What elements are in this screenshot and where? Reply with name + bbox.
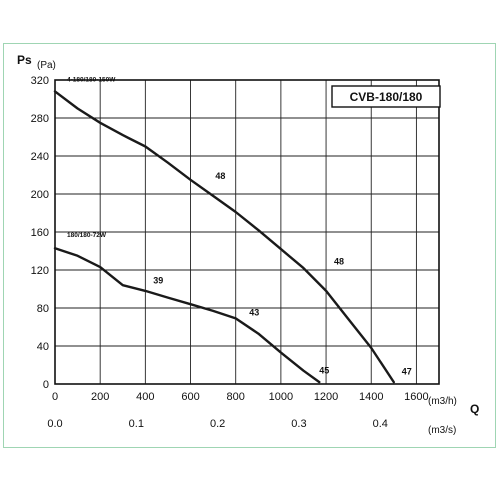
series-line-1 <box>53 90 395 384</box>
plot-border <box>54 79 440 385</box>
chart-frame <box>3 43 496 448</box>
grid <box>54 79 439 385</box>
x-axis-label: Q <box>470 402 479 416</box>
y-axis-unit: (Pa) <box>37 60 56 71</box>
y-tick-label: 280 <box>31 113 49 125</box>
series-line-2 <box>53 246 321 384</box>
x-secondary-tick-label: 0.0 <box>47 418 62 430</box>
x-secondary-tick-label: 0.4 <box>373 418 388 430</box>
y-tick-label: 120 <box>31 265 49 277</box>
y-tick-label: 240 <box>31 151 49 163</box>
series-name-label: 4-180/180-150W <box>67 76 116 83</box>
data-labels: 4-180/180-150W 180/180-72W 48 48 39 43 45 47 <box>67 76 412 376</box>
y-tick-label: 0 <box>43 379 49 391</box>
x-axis-unit-secondary: (m3/s) <box>428 425 456 436</box>
y-tick-label: 160 <box>31 227 49 239</box>
y-tick-label: 80 <box>37 303 49 315</box>
data-label: 45 <box>319 366 329 376</box>
series-name-label: 180/180-72W <box>67 232 107 239</box>
data-label: 43 <box>249 308 259 318</box>
x-secondary-tick-label: 0.1 <box>129 418 144 430</box>
x-tick-label: 400 <box>136 391 154 403</box>
curves <box>53 90 395 384</box>
x-tick-label: 0 <box>52 391 58 403</box>
title-box <box>331 85 441 108</box>
x-axis-unit-primary: (m3/h) <box>428 396 457 407</box>
x-tick-label: 1400 <box>359 391 383 403</box>
x-tick-label: 200 <box>91 391 109 403</box>
y-tick-label: 320 <box>31 75 49 87</box>
data-label: 47 <box>402 367 412 377</box>
y-tick-label: 200 <box>31 189 49 201</box>
x-tick-label: 800 <box>227 391 245 403</box>
x-tick-label: 1200 <box>314 391 338 403</box>
x-secondary-tick-label: 0.3 <box>291 418 306 430</box>
data-label: 48 <box>215 171 225 181</box>
y-tick-label: 40 <box>37 341 49 353</box>
y-axis-label: Ps <box>17 53 32 67</box>
x-tick-label: 1000 <box>269 391 293 403</box>
x-tick-label: 1600 <box>404 391 428 403</box>
x-tick-label: 600 <box>181 391 199 403</box>
data-label: 48 <box>334 256 344 266</box>
data-label: 39 <box>153 275 163 285</box>
x-secondary-tick-label: 0.2 <box>210 418 225 430</box>
chart-title: CVB-180/180 <box>350 90 423 104</box>
